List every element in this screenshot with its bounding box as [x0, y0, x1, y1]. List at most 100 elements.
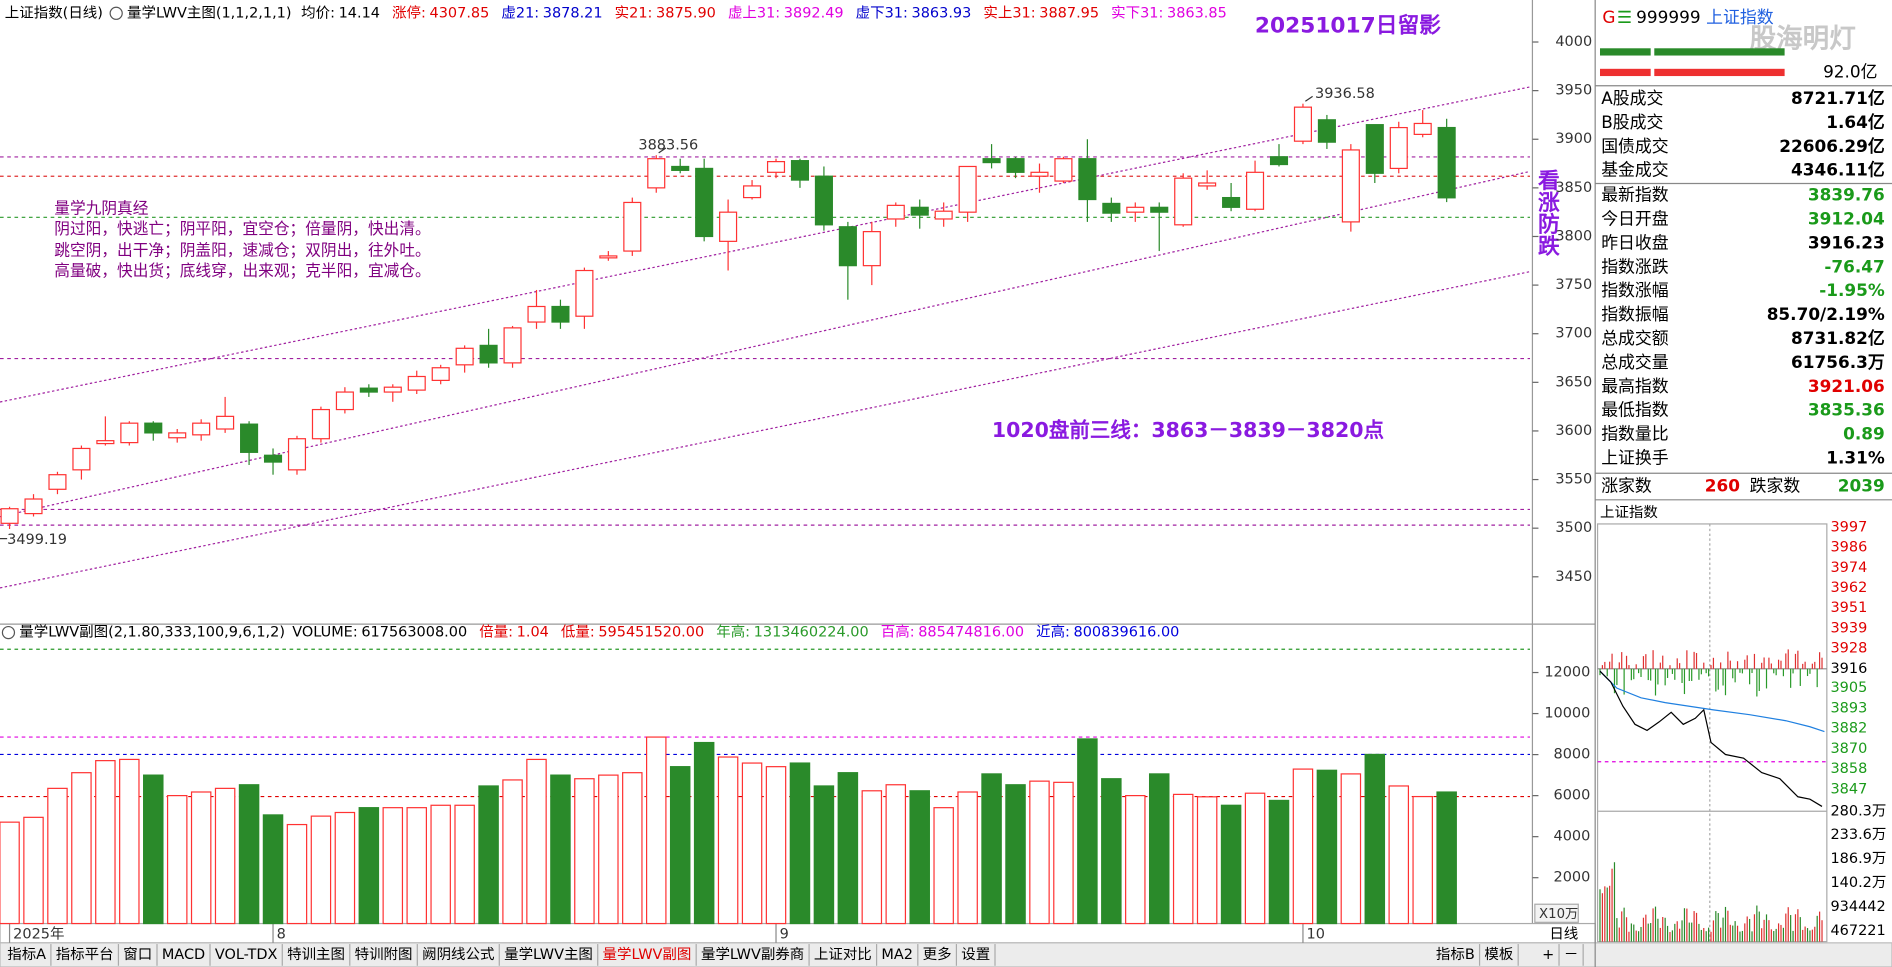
- stat-label: 昨日收盘: [1601, 232, 1669, 252]
- candle-body: [934, 210, 953, 220]
- indicator-label: 低量:: [561, 624, 595, 641]
- x-tick-label: 10: [1307, 926, 1325, 942]
- stat-value: -1.95%: [1819, 280, 1885, 300]
- intraday-price: 3893: [1830, 700, 1867, 716]
- stat-value: 3921.06: [1808, 376, 1885, 396]
- volume-bar: [885, 784, 907, 925]
- candle-body: [1102, 202, 1121, 214]
- stat-value: 3912.04: [1808, 208, 1885, 228]
- volume-bar: [430, 804, 451, 925]
- tab[interactable]: MACD: [162, 947, 205, 963]
- tab[interactable]: －: [1564, 947, 1578, 963]
- tab[interactable]: 特训主图: [287, 946, 345, 963]
- stat-value: 8731.82亿: [1791, 328, 1885, 348]
- y-tick-label: 3500: [1555, 520, 1592, 536]
- stat-value: -76.47: [1824, 256, 1884, 276]
- candle-body: [910, 206, 929, 216]
- candle-body: [96, 440, 115, 445]
- tab[interactable]: 指标平台: [56, 946, 114, 963]
- tab[interactable]: 阙阴线公式: [422, 946, 494, 963]
- indicator-value: 617563008.00: [361, 625, 467, 641]
- stat-label: 指数振幅: [1601, 304, 1669, 324]
- candle-body: [551, 305, 570, 323]
- volume-bar: [741, 762, 763, 925]
- candle-body: [240, 423, 259, 453]
- intraday-price: 3997: [1830, 520, 1867, 536]
- tab[interactable]: 指标B: [1436, 946, 1475, 963]
- intraday-price: 3986: [1830, 540, 1867, 556]
- menu-icon[interactable]: ☰: [1617, 7, 1632, 27]
- indicator-label: 实下31:: [1111, 4, 1163, 21]
- tab[interactable]: 特训附图: [355, 946, 413, 963]
- tab[interactable]: VOL-TDX: [215, 947, 278, 963]
- candle-body: [1150, 206, 1169, 213]
- stat-label: 国债成交: [1601, 136, 1669, 156]
- indicator-icon: [1, 625, 16, 640]
- volume-bar: [646, 736, 667, 925]
- channel-line: [0, 170, 1531, 518]
- period-tab[interactable]: 日线: [1549, 925, 1578, 942]
- stat-value: 4346.11亿: [1791, 160, 1885, 180]
- y-tick-label: 3750: [1555, 277, 1592, 293]
- candle-body: [479, 344, 498, 364]
- indicator-label: 均价:: [301, 4, 335, 21]
- intraday-volume-label: 280.3万: [1830, 803, 1886, 819]
- tab[interactable]: 量学LWV副图: [603, 946, 692, 963]
- candle-body: [359, 387, 378, 393]
- volume-bar: [1125, 795, 1146, 925]
- volume-bar: [23, 816, 44, 925]
- tab[interactable]: 窗口: [123, 945, 152, 963]
- candle-body: [1174, 177, 1193, 226]
- tab[interactable]: 更多: [923, 946, 952, 963]
- tab[interactable]: 量学LWV主图: [504, 946, 593, 963]
- candle-body: [263, 454, 283, 463]
- intraday-price: 3962: [1830, 580, 1867, 596]
- pointer: [658, 147, 667, 154]
- candle-body: [527, 305, 546, 323]
- candle-body: [1006, 158, 1025, 173]
- volume-bar: [957, 791, 978, 925]
- y-tick-label: 3800: [1555, 228, 1592, 244]
- volume-bar: [310, 815, 332, 925]
- y-tick-label: 3850: [1555, 180, 1592, 196]
- breadth-value: 260: [1705, 476, 1740, 496]
- y-tick-label: 3950: [1555, 83, 1592, 99]
- stat-value: 3835.36: [1808, 400, 1885, 420]
- premarket-note: 1020盘前三线：3863－3839－3820点: [992, 418, 1384, 442]
- stat-label: 上证换手: [1601, 448, 1669, 468]
- tab[interactable]: MA2: [881, 947, 913, 963]
- amount: 92.0亿: [1823, 61, 1877, 81]
- stat-value: 61756.3万: [1791, 352, 1885, 372]
- intraday-bars: [1599, 649, 1823, 942]
- scripture-title: 量学九阴真经: [54, 198, 148, 217]
- candle-body: [1126, 206, 1145, 213]
- indicator-label: 虚下31:: [856, 4, 908, 21]
- volume-bar: [0, 821, 20, 925]
- tab[interactable]: 设置: [961, 946, 990, 963]
- x-tick-label: 8: [277, 926, 286, 942]
- tab[interactable]: 上证对比: [814, 946, 872, 963]
- indicator-label: 倍量:: [479, 624, 513, 641]
- tab[interactable]: 模板: [1484, 945, 1513, 963]
- intraday-price: 3916: [1830, 661, 1867, 677]
- tab[interactable]: +: [1542, 947, 1554, 963]
- low-label: 3499.19: [7, 532, 67, 548]
- side-panel: G ☰ 999999 上证指数 股海明灯 92.0亿 涨家数 260 跌家数 2…: [1595, 7, 1892, 943]
- code-mark: G: [1602, 7, 1615, 27]
- indicator-value: 1313460224.00: [754, 625, 869, 641]
- candle-body: [1078, 158, 1097, 201]
- high-label: 3883.56: [638, 138, 698, 154]
- volume-bar: [1244, 792, 1266, 925]
- indicator-label: 实21:: [615, 4, 653, 21]
- stamp: 20251017日留影: [1255, 13, 1441, 39]
- volume-bar: [262, 814, 284, 925]
- volume-bar: [1268, 799, 1290, 925]
- indicator-value: 3887.95: [1039, 5, 1099, 21]
- tab[interactable]: 量学LWV副券商: [701, 946, 804, 963]
- intraday-price: 3939: [1830, 620, 1867, 636]
- y-tick-label: 3700: [1555, 326, 1592, 342]
- stat-value: 8721.71亿: [1791, 88, 1885, 108]
- y-tick-label: 8000: [1554, 747, 1591, 763]
- tab[interactable]: 指标A: [7, 946, 46, 963]
